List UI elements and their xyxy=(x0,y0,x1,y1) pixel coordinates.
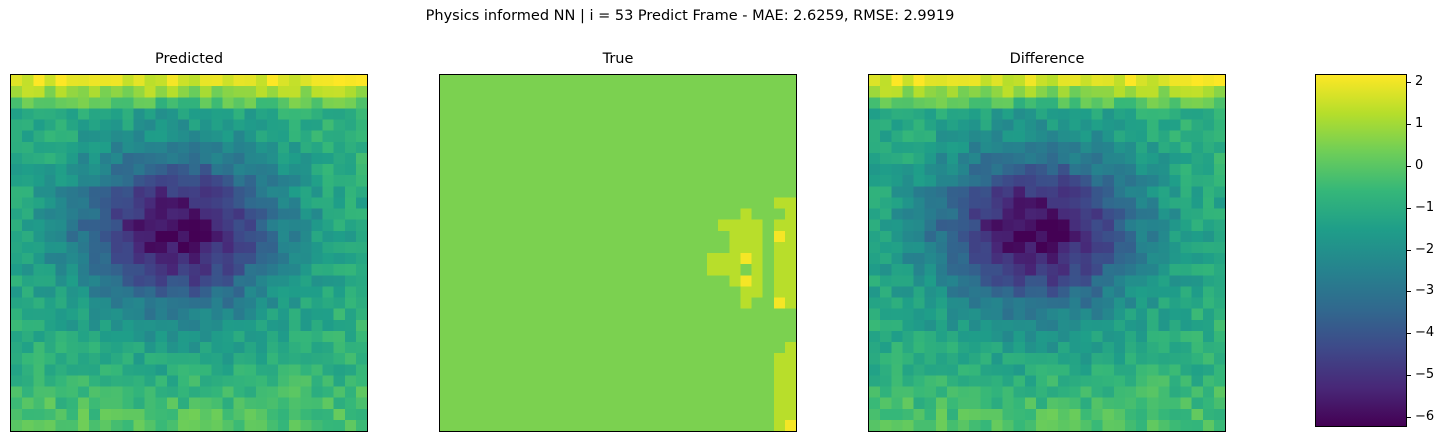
colorbar-tick xyxy=(1406,250,1411,251)
heatmap-true xyxy=(439,74,797,432)
colorbar-tick-label: 1 xyxy=(1415,116,1424,131)
colorbar-tick-label: −2 xyxy=(1415,242,1435,257)
colorbar-tick xyxy=(1406,417,1411,418)
colorbar-tick-label: 2 xyxy=(1415,74,1424,89)
colorbar-tick-label: −1 xyxy=(1415,200,1435,215)
colorbar-tick xyxy=(1406,82,1411,83)
colorbar-tick-label: −4 xyxy=(1415,325,1435,340)
colorbar-tick xyxy=(1406,166,1411,167)
colorbar-tick-label: −3 xyxy=(1415,283,1435,298)
colorbar-tick-label: 0 xyxy=(1415,158,1424,173)
colorbar xyxy=(1315,74,1407,427)
colorbar-tick xyxy=(1406,124,1411,125)
colorbar-tick xyxy=(1406,208,1411,209)
panel-title-true: True xyxy=(602,51,634,67)
colorbar-tick-label: −6 xyxy=(1415,409,1435,424)
colorbar-tick xyxy=(1406,291,1411,292)
heatmap-predicted xyxy=(10,74,368,432)
colorbar-tick-label: −5 xyxy=(1415,367,1435,382)
colorbar-tick xyxy=(1406,375,1411,376)
colorbar-tick xyxy=(1406,333,1411,334)
heatmap-difference xyxy=(868,74,1226,432)
panel-title-difference: Difference xyxy=(1009,51,1085,67)
panel-title-predicted: Predicted xyxy=(154,51,224,67)
figure-title: Physics informed NN | i = 53 Predict Fra… xyxy=(425,8,955,24)
